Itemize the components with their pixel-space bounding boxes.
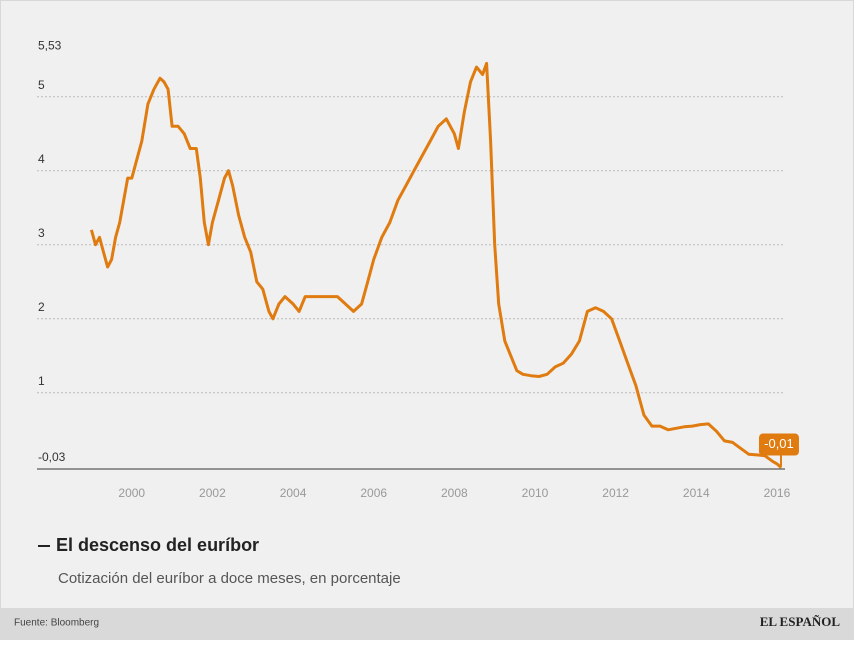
x-tick-label: 2014	[683, 486, 710, 500]
source: Fuente: Bloomberg	[14, 618, 99, 629]
x-tick-label: 2006	[360, 486, 387, 500]
brand: EL ESPAÑOL	[760, 614, 841, 629]
y-tick-label: -0,03	[38, 450, 66, 464]
y-tick-label: 4	[38, 152, 45, 166]
callout-label: -0,01	[764, 436, 794, 451]
footer-band	[0, 608, 854, 640]
y-tick-label: 3	[38, 226, 45, 240]
x-tick-label: 2002	[199, 486, 226, 500]
callout-box	[758, 433, 799, 456]
y-tick-label: 2	[38, 300, 45, 314]
x-tick-label: 2000	[118, 486, 145, 500]
x-tick-label: 2010	[522, 486, 549, 500]
x-tick-label: 2004	[280, 486, 307, 500]
x-tick-label: 2012	[602, 486, 629, 500]
y-tick-label: 5	[38, 78, 45, 92]
x-tick-label: 2016	[764, 486, 791, 500]
data-line	[89, 61, 783, 469]
x-tick-label: 2008	[441, 486, 468, 500]
chart-title: El descenso del euríbor	[56, 535, 259, 555]
y-tick-label: 5,53	[38, 39, 62, 53]
chart-subtitle: Cotización del euríbor a doce meses, en …	[58, 570, 401, 587]
y-tick-label: 1	[38, 374, 45, 388]
